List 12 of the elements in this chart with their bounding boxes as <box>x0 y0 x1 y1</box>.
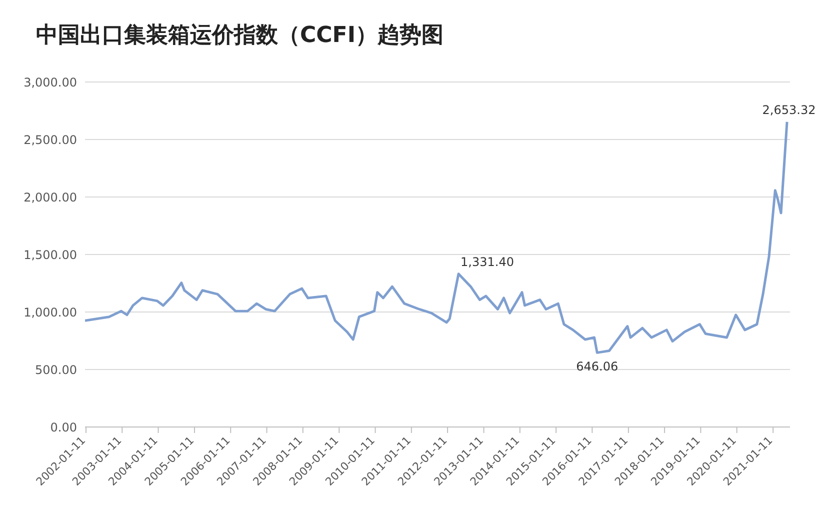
data-label: 2,653.32 <box>762 102 816 117</box>
y-tick-label: 2,000.00 <box>24 190 77 204</box>
chart-title: 中国出口集装箱运价指数（CCFI）趋势图 <box>35 22 445 50</box>
line-series <box>85 120 788 354</box>
data-label: 1,331.40 <box>460 254 514 269</box>
data-label: 646.06 <box>576 360 618 374</box>
y-tick-label: 500.00 <box>35 362 77 377</box>
y-tick-label: 1,000.00 <box>24 305 77 320</box>
y-tick-label: 0.00 <box>50 420 77 434</box>
y-tick-label: 1,500.00 <box>24 248 77 262</box>
y-tick-label: 2,500.00 <box>24 132 77 147</box>
y-tick-label: 3,000.00 <box>24 75 77 90</box>
